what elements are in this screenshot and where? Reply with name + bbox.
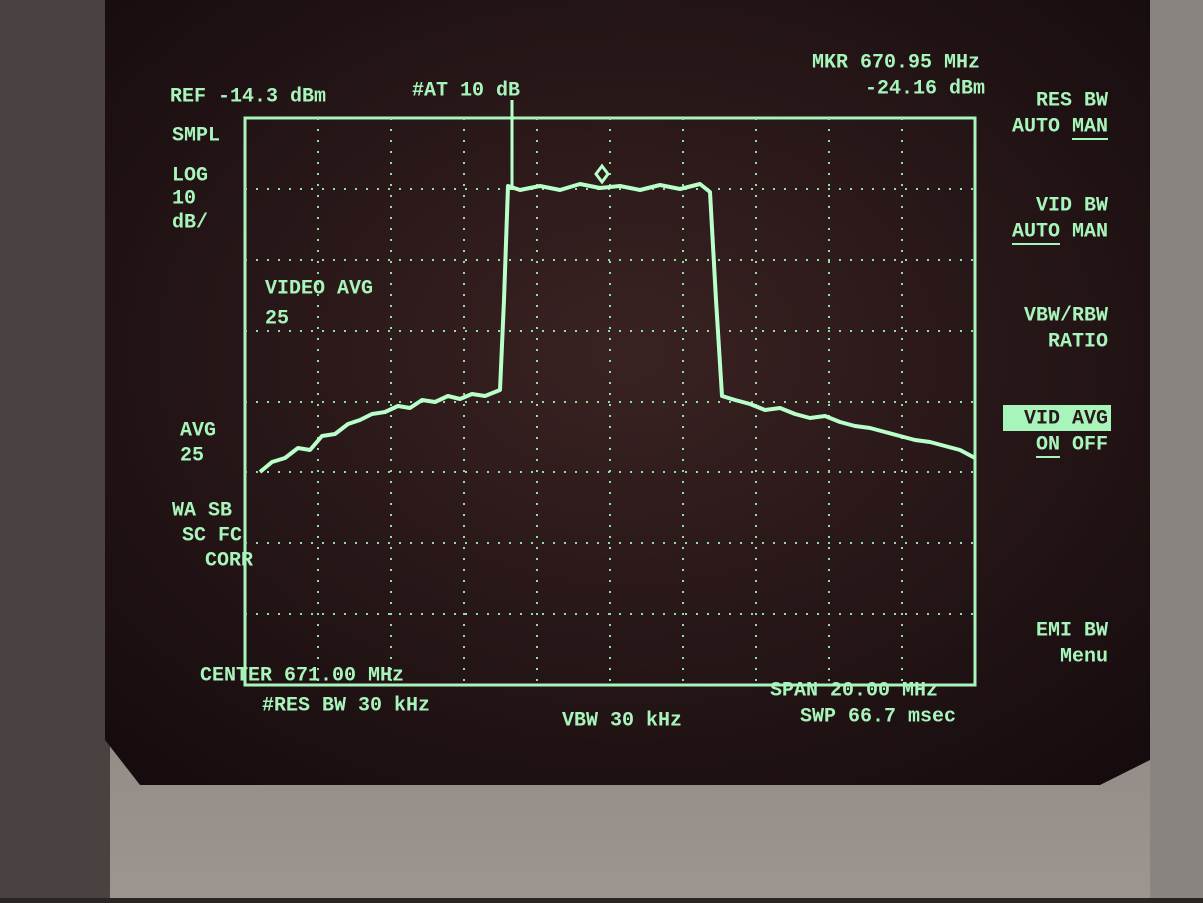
attenuation: #AT 10 dB — [412, 79, 520, 102]
softkey-label: RATIO — [1048, 330, 1108, 353]
softkey-option: MAN — [1072, 115, 1108, 138]
left-annotation: CORR — [205, 549, 253, 572]
softkey-label: EMI BW — [1036, 619, 1108, 642]
page: {"header": {"ref": "REF -14.3 dBm", "att… — [0, 0, 1203, 898]
analyzer-photo: REF -14.3 dBm #AT 10 dB MKR 670.95 MHz -… — [0, 0, 1203, 898]
softkey-option: OFF — [1072, 433, 1108, 456]
overlay-text: 25 — [265, 307, 289, 330]
softkey-label: RES BW — [1036, 89, 1108, 112]
left-annotation: 25 — [180, 444, 204, 467]
marker-freq: MKR 670.95 MHz — [812, 51, 980, 74]
center-freq: CENTER 671.00 MHz — [200, 664, 404, 687]
left-annotation: 10 — [172, 187, 196, 210]
left-annotation: WA SB — [172, 499, 232, 522]
res-bw: #RES BW 30 kHz — [262, 694, 430, 717]
softkey-option: ON — [1036, 433, 1060, 456]
left-annotation: AVG — [180, 419, 216, 442]
span: SPAN 20.00 MHz — [770, 679, 938, 702]
softkey-option: AUTO — [1012, 220, 1060, 243]
ref-level: REF -14.3 dBm — [170, 85, 326, 108]
softkey-option: AUTO — [1012, 115, 1060, 138]
left-annotation: SC FC — [182, 524, 242, 547]
overlay-text: VIDEO AVG — [265, 277, 373, 300]
bezel-right — [1150, 0, 1203, 898]
softkey-label: VID AVG — [1024, 407, 1108, 430]
marker-level: -24.16 dBm — [865, 77, 985, 100]
vbw: VBW 30 kHz — [562, 709, 682, 732]
bezel-left — [0, 0, 110, 898]
softkey-label: VBW/RBW — [1024, 304, 1108, 327]
softkey-option: MAN — [1072, 220, 1108, 243]
left-annotation: SMPL — [172, 124, 220, 147]
softkey-label: VID BW — [1036, 194, 1108, 217]
sweep: SWP 66.7 msec — [800, 705, 956, 728]
left-annotation: LOG — [172, 164, 208, 187]
softkey-label: Menu — [1060, 645, 1108, 668]
left-annotation: dB/ — [172, 211, 208, 234]
